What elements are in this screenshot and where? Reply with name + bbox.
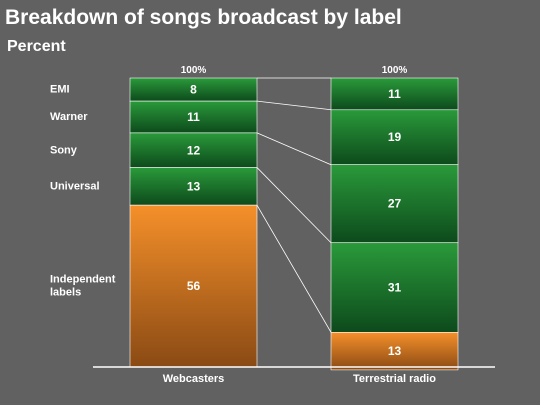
labels-group: 8 11 12 13 56 100% Webcasters 11 19 27 31 13 100% Ter… bbox=[50, 65, 436, 385]
connector-lines bbox=[256, 77, 332, 333]
bar-segment-2-2 bbox=[330, 109, 459, 166]
total-label: 100% bbox=[382, 65, 408, 76]
data-label: 8 bbox=[190, 83, 197, 97]
series-label: labels bbox=[50, 287, 81, 299]
data-label: 11 bbox=[388, 87, 401, 101]
data-label: 13 bbox=[187, 179, 201, 193]
total-label: 100% bbox=[181, 65, 207, 76]
data-label: 11 bbox=[187, 110, 200, 124]
connector-line bbox=[256, 167, 332, 244]
connector-line bbox=[256, 132, 332, 166]
chart-subtitle: Percent bbox=[7, 38, 66, 55]
bar-segment-2-5 bbox=[330, 332, 459, 371]
chart-title: Breakdown of songs broadcast by label bbox=[5, 6, 402, 29]
series-label: Sony bbox=[50, 144, 78, 156]
data-label: 12 bbox=[187, 143, 201, 157]
category-label: Webcasters bbox=[163, 373, 225, 385]
bar-segment-1-2 bbox=[129, 100, 258, 134]
connector-line bbox=[256, 100, 332, 111]
bar-segment-2-3 bbox=[330, 164, 459, 244]
series-label: Universal bbox=[50, 180, 100, 192]
connector-line bbox=[256, 204, 332, 333]
data-label: 56 bbox=[187, 279, 201, 293]
series-label: Independent bbox=[50, 274, 116, 286]
series-label: EMI bbox=[50, 84, 70, 96]
data-label: 13 bbox=[388, 344, 402, 358]
bar-segment-1-4 bbox=[129, 167, 258, 206]
category-label: Terrestrial radio bbox=[353, 373, 436, 385]
bars-group bbox=[129, 77, 459, 371]
data-label: 27 bbox=[388, 197, 402, 211]
bar-segment-2-4 bbox=[330, 242, 459, 333]
bar-segment-1-5 bbox=[129, 204, 258, 368]
series-label: Warner bbox=[50, 111, 88, 123]
data-label: 19 bbox=[388, 130, 402, 144]
bar-segment-2-1 bbox=[330, 77, 459, 111]
data-label: 31 bbox=[388, 281, 402, 295]
